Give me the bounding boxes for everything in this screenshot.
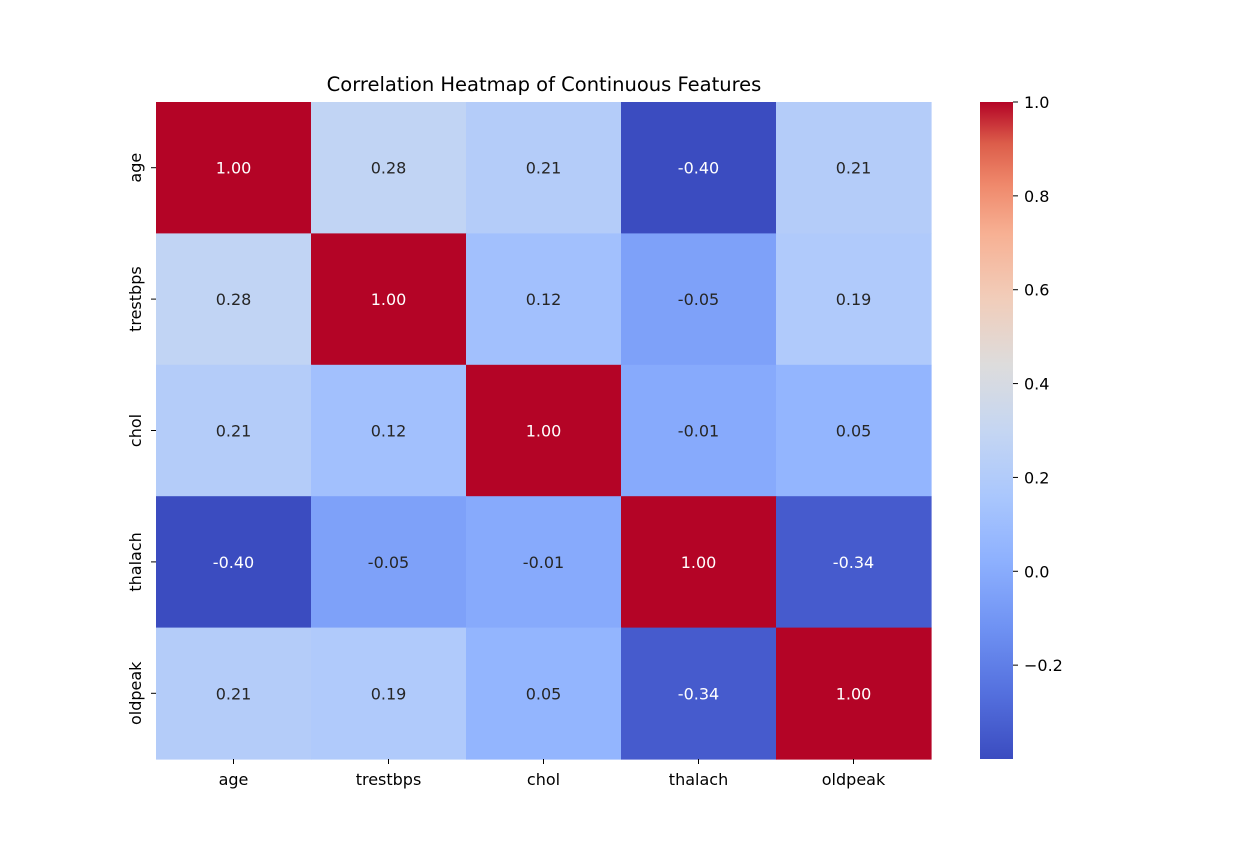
cell-value-label: 0.12 bbox=[371, 422, 407, 441]
heatmap-cell-chol-chol bbox=[466, 364, 622, 497]
heatmap-cell-trestbps-thalach bbox=[621, 233, 777, 366]
cell-value-label: -0.34 bbox=[678, 684, 719, 703]
cell-value-label: 1.00 bbox=[216, 159, 252, 178]
heatmap-cell-thalach-chol bbox=[466, 496, 622, 629]
heatmap-cell-chol-thalach bbox=[621, 364, 777, 497]
x-tick-label-chol: chol bbox=[527, 770, 560, 789]
cell-value-label: 0.21 bbox=[526, 159, 562, 178]
cell-value-label: -0.40 bbox=[213, 553, 254, 572]
heatmap-cell-chol-oldpeak bbox=[776, 364, 932, 497]
cell-value-label: 0.05 bbox=[526, 684, 562, 703]
heatmap-cells bbox=[156, 102, 932, 760]
colorbar bbox=[980, 102, 1013, 759]
x-tick-label-thalach: thalach bbox=[669, 770, 728, 789]
chart-title: Correlation Heatmap of Continuous Featur… bbox=[327, 73, 762, 96]
heatmap-cell-oldpeak-trestbps bbox=[311, 627, 467, 760]
y-tick-label-chol: chol bbox=[126, 414, 145, 447]
heatmap-cell-age-oldpeak bbox=[776, 102, 932, 234]
y-tick-label-age: age bbox=[126, 153, 145, 183]
cell-value-label: 0.28 bbox=[216, 290, 252, 309]
heatmap-cell-labels: 1.00 0.28 0.21 -0.40 0.21 0.28 1.00 0.12 -0.05 0.… bbox=[213, 159, 874, 704]
heatmap-cell-thalach-oldpeak bbox=[776, 496, 932, 629]
heatmap-cell-chol-age bbox=[156, 364, 312, 497]
heatmap-cell-thalach-thalach bbox=[621, 496, 777, 629]
heatmap-cell-oldpeak-chol bbox=[466, 627, 622, 760]
heatmap-cell-age-chol bbox=[466, 102, 622, 234]
heatmap-cell-age-trestbps bbox=[311, 102, 467, 234]
cell-value-label: 1.00 bbox=[836, 684, 872, 703]
colorbar-tick-label: 0.8 bbox=[1024, 187, 1049, 206]
cell-value-label: 0.21 bbox=[216, 684, 252, 703]
cell-value-label: 1.00 bbox=[526, 422, 562, 441]
cell-value-label: 0.21 bbox=[216, 422, 252, 441]
heatmap-cell-chol-trestbps bbox=[311, 364, 467, 497]
y-tick-label-thalach: thalach bbox=[126, 532, 145, 591]
cell-value-label: 0.05 bbox=[836, 422, 872, 441]
cell-value-label: 1.00 bbox=[371, 290, 407, 309]
colorbar-tick-label: 1.0 bbox=[1024, 93, 1049, 112]
colorbar-tick-label: 0.6 bbox=[1024, 281, 1049, 300]
cell-value-label: -0.40 bbox=[678, 159, 719, 178]
x-tick-label-oldpeak: oldpeak bbox=[822, 770, 886, 789]
colorbar-tick-label: 0.2 bbox=[1024, 468, 1049, 487]
colorbar-tick-label: 0.4 bbox=[1024, 375, 1049, 394]
cell-value-label: -0.01 bbox=[523, 553, 564, 572]
heatmap-cell-oldpeak-age bbox=[156, 627, 312, 760]
cell-value-label: 0.12 bbox=[526, 290, 562, 309]
cell-value-label: -0.01 bbox=[678, 422, 719, 441]
x-axis: age trestbps chol thalach oldpeak bbox=[219, 759, 886, 789]
x-tick-label-trestbps: trestbps bbox=[356, 770, 422, 789]
cell-value-label: 0.19 bbox=[836, 290, 872, 309]
colorbar-tick-label: 0.0 bbox=[1024, 562, 1049, 581]
colorbar-tick-label: −0.2 bbox=[1024, 656, 1063, 675]
heatmap-cell-trestbps-age bbox=[156, 233, 312, 366]
cell-value-label: 0.19 bbox=[371, 684, 407, 703]
colorbar-ticks: −0.2 0.0 0.2 0.4 0.6 0.8 1.0 bbox=[1013, 93, 1063, 675]
cell-value-label: 0.28 bbox=[371, 159, 407, 178]
cell-value-label: 0.21 bbox=[836, 159, 872, 178]
y-axis: age trestbps chol thalach oldpeak bbox=[126, 153, 156, 725]
heatmap-cell-thalach-trestbps bbox=[311, 496, 467, 629]
cell-value-label: 1.00 bbox=[681, 553, 717, 572]
cell-value-label: -0.05 bbox=[678, 290, 719, 309]
y-tick-label-oldpeak: oldpeak bbox=[126, 661, 145, 725]
heatmap-cell-trestbps-trestbps bbox=[311, 233, 467, 366]
cell-value-label: -0.05 bbox=[368, 553, 409, 572]
heatmap-cell-trestbps-oldpeak bbox=[776, 233, 932, 366]
heatmap-cell-trestbps-chol bbox=[466, 233, 622, 366]
heatmap-cell-age-thalach bbox=[621, 102, 777, 234]
cell-value-label: -0.34 bbox=[833, 553, 874, 572]
heatmap-cell-oldpeak-oldpeak bbox=[776, 627, 932, 760]
x-tick-label-age: age bbox=[219, 770, 249, 789]
heatmap-cell-age-age bbox=[156, 102, 312, 234]
heatmap-cell-oldpeak-thalach bbox=[621, 627, 777, 760]
y-tick-label-trestbps: trestbps bbox=[126, 266, 145, 332]
heatmap-cell-thalach-age bbox=[156, 496, 312, 629]
